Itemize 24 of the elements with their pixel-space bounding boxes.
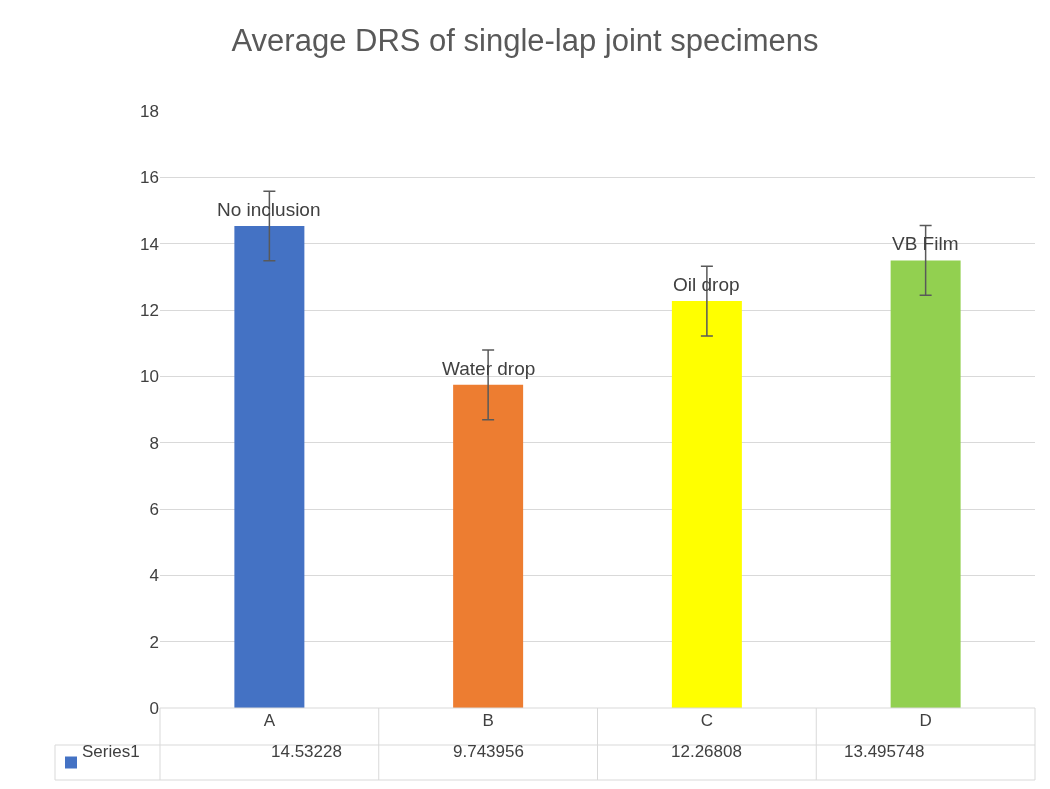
bar (890, 260, 961, 708)
data-label: 14.53228 (271, 742, 342, 761)
x-tick-label: D (919, 711, 932, 730)
y-tick-label: 18 (140, 101, 159, 121)
x-tick-label: A (263, 711, 276, 730)
x-tick-label: C (700, 711, 714, 730)
chart-title: Average DRS of single-lap joint specimens (231, 22, 819, 58)
bar (671, 301, 742, 708)
y-tick-label: 10 (140, 367, 159, 387)
y-tick-label: 8 (149, 433, 159, 453)
bar (453, 384, 524, 708)
y-tick-label: 14 (140, 234, 159, 254)
y-tick-label: 16 (140, 168, 159, 188)
bar (234, 226, 305, 708)
y-tick-label: 6 (149, 499, 159, 519)
y-tick-label: 2 (149, 632, 159, 652)
legend-label: Series1 (82, 742, 140, 761)
y-tick-label: 12 (140, 300, 159, 320)
data-label: 13.495748 (844, 742, 925, 761)
y-tick-label: 4 (149, 566, 159, 586)
y-tick-label: 0 (149, 698, 159, 718)
data-label: 9.743956 (453, 742, 524, 761)
data-label: 12.26808 (671, 742, 742, 761)
x-tick-label: B (482, 711, 494, 730)
